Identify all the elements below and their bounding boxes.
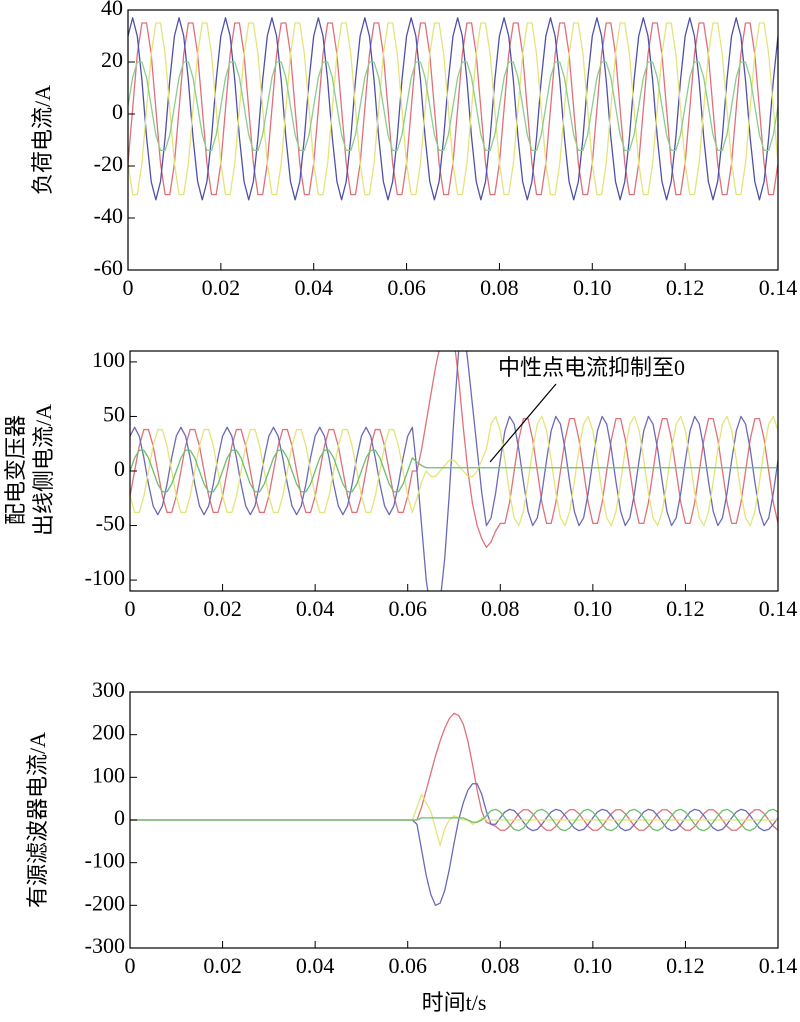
series-line [130,783,778,906]
series-line [130,415,778,527]
annotation: 中性点电流抑制至0 [498,355,685,380]
x-tick-label: 0.08 [481,596,520,621]
x-tick-label: 0.02 [202,275,241,300]
y-axis-label: 配电变压器 [3,415,28,525]
annotation-arrow [489,383,557,463]
x-tick-label: 0.14 [759,953,798,978]
series-line [130,712,778,831]
y-tick-label: 100 [92,347,125,372]
x-tick-label: 0.10 [574,596,613,621]
series-line [130,351,778,549]
x-tick-label: 0.04 [294,275,333,300]
x-tick-label: 0.08 [481,953,520,978]
y-tick-label: 100 [92,762,125,787]
x-tick-label: 0.04 [296,596,335,621]
x-tick-label: 0.14 [759,275,798,300]
series-line [128,17,778,201]
subplot: 0 0.02 0.04 0.06 0.08 0.10 0.12 0.14 -100 -50 0 50 1… [3,347,798,621]
x-tick-label: 0.10 [573,275,612,300]
y-tick-label: -50 [96,511,125,536]
y-tick-label: 0 [114,456,125,481]
series-line [130,449,778,493]
y-tick-label: -300 [85,933,125,958]
subplot: 0 0.02 0.04 0.06 0.08 0.10 0.12 0.14 -300 -200 -10… [25,677,797,1015]
x-tick-label: 0.04 [296,953,335,978]
subplot: 0 0.02 0.04 0.06 0.08 0.10 0.12 0.14 -60 -40 -20 0 2… [30,0,797,300]
x-tick-label: 0 [123,275,134,300]
series-line [128,61,778,152]
y-tick-label: 20 [101,47,123,72]
series-line [130,351,778,591]
y-axis-label: 有源滤波器电流/A [25,732,50,908]
y-tick-label: -60 [94,255,123,280]
y-tick-label: 50 [103,402,125,427]
x-tick-label: 0.10 [574,953,613,978]
series-line [128,22,778,196]
y-tick-label: -20 [94,151,123,176]
y-tick-label: -40 [94,203,123,228]
x-tick-label: 0.08 [480,275,519,300]
x-tick-label: 0.02 [203,596,242,621]
x-tick-label: 0 [125,596,136,621]
x-tick-label: 0.06 [388,953,427,978]
y-tick-label: 40 [101,0,123,20]
x-tick-label: 0.06 [388,596,427,621]
x-axis-label: 时间t/s [422,990,487,1015]
y-tick-label: 200 [92,720,125,745]
x-tick-label: 0.02 [203,953,242,978]
y-tick-label: 300 [92,677,125,702]
x-tick-label: 0.12 [666,275,705,300]
y-tick-label: -100 [85,848,125,873]
series-line [130,808,778,832]
y-tick-label: -100 [85,565,125,590]
plot-frame [127,9,779,271]
x-tick-label: 0.14 [759,596,798,621]
y-axis-label: 出线侧电流/A [31,404,56,536]
y-tick-label: -200 [85,890,125,915]
x-tick-label: 0.06 [387,275,426,300]
x-tick-label: 0.12 [666,596,705,621]
y-tick-label: 0 [112,99,123,124]
x-tick-label: 0.12 [666,953,705,978]
y-axis-label: 负荷电流/A [30,85,55,195]
x-tick-label: 0 [125,953,136,978]
y-tick-label: 0 [114,805,125,830]
